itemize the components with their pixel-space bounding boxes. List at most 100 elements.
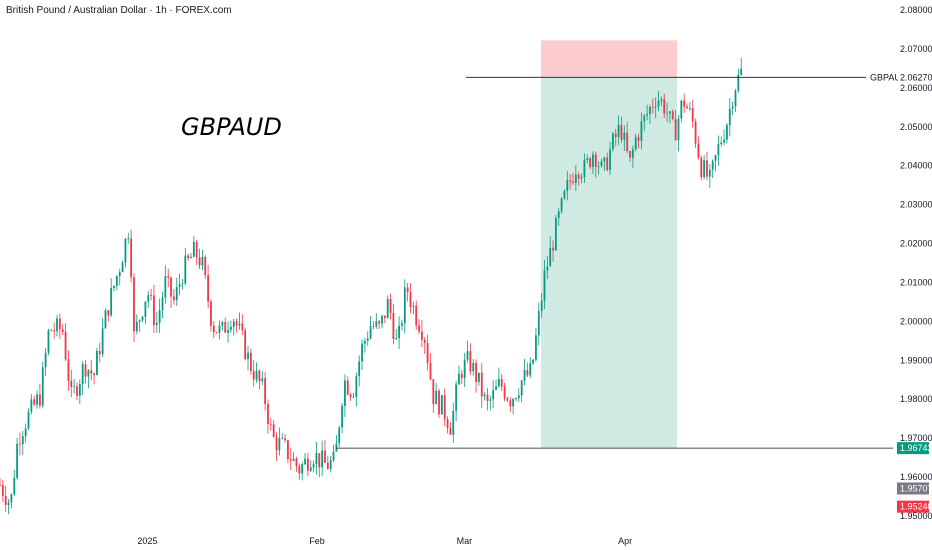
candle-body <box>252 371 255 380</box>
stop-loss-zone <box>541 40 677 78</box>
candle-body <box>446 419 449 428</box>
candle-body <box>39 394 41 406</box>
candle-body <box>167 276 170 278</box>
take-profit-zone <box>541 77 677 449</box>
candle-body <box>230 326 232 330</box>
candle-body <box>554 217 557 251</box>
candle-body <box>620 125 623 140</box>
candle-body <box>315 453 318 465</box>
time-tick-label: Mar <box>457 536 473 546</box>
candle-body <box>395 338 398 340</box>
candle-body <box>58 318 61 330</box>
resistance-price-bg <box>898 71 930 83</box>
candle-body <box>321 450 324 468</box>
candle-body <box>36 394 38 405</box>
price-tick-label: 2.08000 <box>900 5 932 15</box>
price-tick-label: 2.04000 <box>900 161 932 171</box>
candle-body <box>73 386 76 388</box>
candle-body <box>560 198 563 212</box>
candle-body <box>614 133 617 138</box>
candle-body <box>375 321 378 327</box>
price-tick-label: 2.05000 <box>900 122 932 132</box>
candle-body <box>64 331 67 360</box>
candle-body <box>295 458 298 467</box>
position-tool[interactable] <box>541 40 677 449</box>
candle-body <box>190 256 192 259</box>
candle-body <box>629 151 631 158</box>
candle-body <box>586 158 589 160</box>
candle-body <box>731 106 734 109</box>
candle-body <box>512 399 515 407</box>
support-price-badge-text: 1.96743 <box>900 443 932 453</box>
candle-body <box>640 121 643 141</box>
candle-body <box>654 106 657 108</box>
price-tick-label: 1.97000 <box>900 433 932 443</box>
candle-body <box>227 329 229 333</box>
candle-body <box>324 450 326 463</box>
candle-body <box>409 292 412 307</box>
price-axis[interactable]: 2.08000 2.07000 2.06000 2.05000 2.04000 2.030… <box>897 5 932 521</box>
candle-body <box>466 351 469 360</box>
candle-body <box>312 464 315 468</box>
candle-body <box>463 359 466 379</box>
candle-body <box>680 100 683 119</box>
candle-body <box>609 149 611 171</box>
candle-body <box>204 256 207 276</box>
candle-body <box>27 411 30 429</box>
candle-body <box>133 277 135 332</box>
candle-body <box>594 154 597 167</box>
time-axis[interactable]: 2025 Feb Mar Apr <box>137 536 632 546</box>
candle-body <box>649 106 651 115</box>
candle-body <box>432 379 435 405</box>
candle-body <box>401 323 403 326</box>
candle-body <box>452 410 455 435</box>
candle-body <box>651 106 654 108</box>
candle-body <box>726 125 728 140</box>
candle-body <box>443 395 446 420</box>
candle-body <box>666 113 668 115</box>
candle-body <box>84 364 87 377</box>
price-tick-label: 2.07000 <box>900 44 932 54</box>
candle-body <box>56 318 58 332</box>
support-price-badge <box>897 442 929 455</box>
candle-body <box>486 394 489 401</box>
candle-body <box>235 321 238 326</box>
candle-body <box>483 394 486 397</box>
candle-body <box>612 133 614 150</box>
resistance-line-label: GBPAUD <box>870 72 908 82</box>
candle-body <box>244 330 247 359</box>
candle-body <box>597 166 600 167</box>
candle-body <box>574 174 577 183</box>
current-price-badge <box>897 482 929 495</box>
candle-body <box>663 99 666 114</box>
candle-body <box>195 241 198 258</box>
candle-body <box>438 390 440 415</box>
candle-body <box>81 364 84 384</box>
candle-body <box>600 161 603 167</box>
candle-body <box>33 399 36 405</box>
horizontal-lines[interactable]: GBPAUD <box>336 72 908 449</box>
candle-body <box>155 322 158 325</box>
candle-body <box>318 453 321 468</box>
candle-body <box>389 298 392 313</box>
price-tick-label: 1.95000 <box>900 511 932 521</box>
candle-body <box>44 352 47 368</box>
candle-body <box>150 295 152 296</box>
candle-body <box>164 276 167 298</box>
candle-body <box>671 111 674 120</box>
candle-body <box>121 262 124 273</box>
candle-body <box>532 359 534 364</box>
price-tick-label: 2.00000 <box>900 316 932 326</box>
candle-body <box>158 310 161 323</box>
candle-body <box>61 329 64 332</box>
candle-body <box>415 305 418 326</box>
candle-body <box>198 257 201 266</box>
candle-body <box>255 370 258 380</box>
candle-body <box>500 379 503 387</box>
candle-body <box>691 107 694 122</box>
candle-body <box>267 404 269 424</box>
candle-body <box>455 384 458 411</box>
candle-body <box>87 370 90 377</box>
candle-body <box>258 370 261 382</box>
